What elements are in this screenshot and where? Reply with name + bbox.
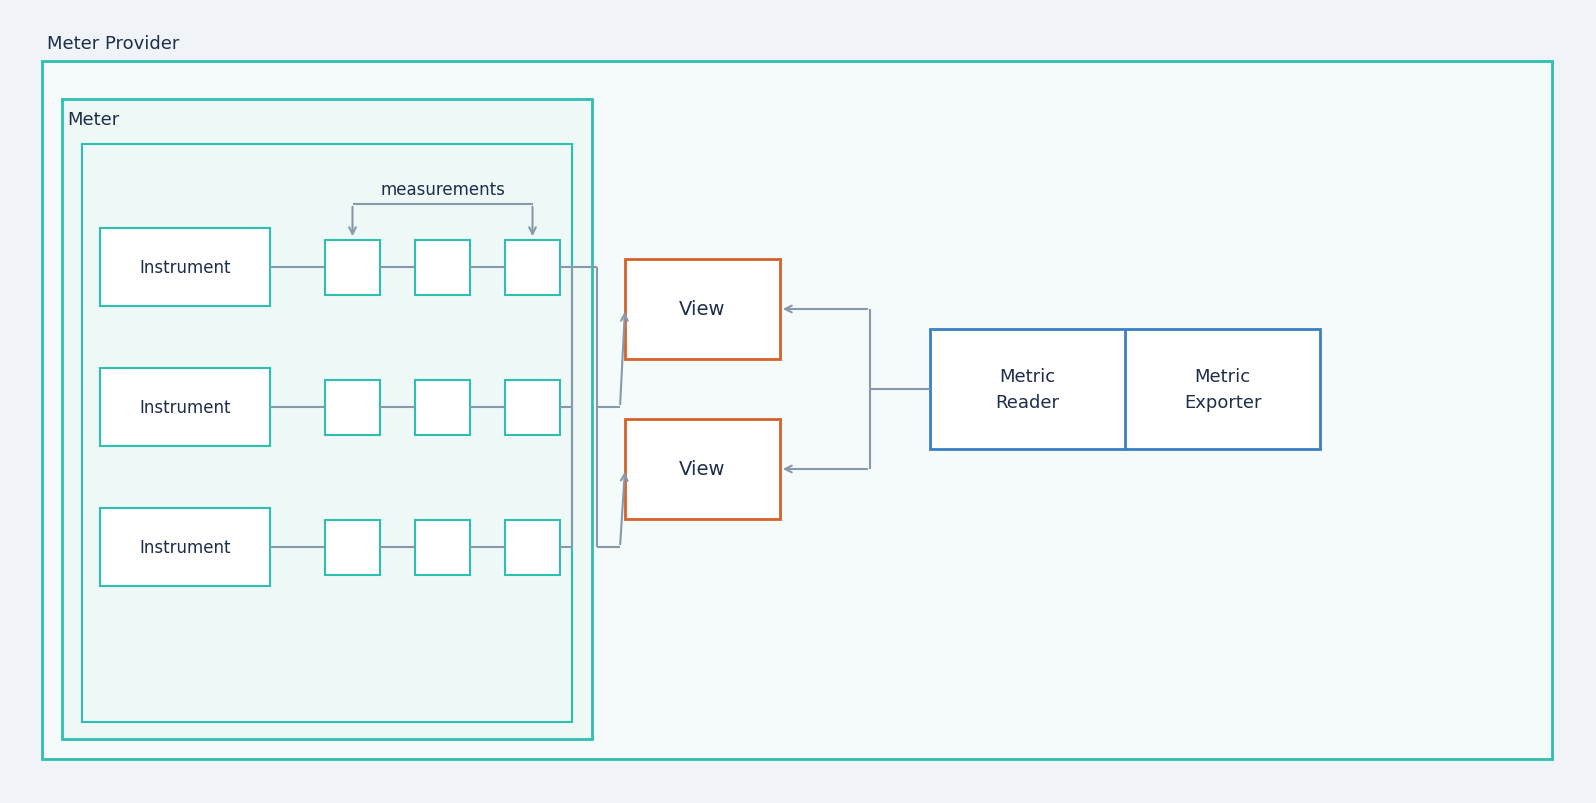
- Bar: [41, 62, 1551, 759]
- Text: Instrument: Instrument: [139, 398, 231, 417]
- Bar: [101, 508, 270, 586]
- Text: View: View: [680, 460, 726, 479]
- Bar: [326, 520, 380, 575]
- Bar: [626, 259, 780, 360]
- Bar: [326, 241, 380, 296]
- Bar: [504, 520, 560, 575]
- Bar: [62, 100, 592, 739]
- Bar: [504, 381, 560, 435]
- Bar: [504, 241, 560, 296]
- Bar: [415, 520, 469, 575]
- Bar: [101, 229, 270, 307]
- Text: Meter Provider: Meter Provider: [46, 35, 179, 53]
- Text: Meter: Meter: [67, 111, 120, 128]
- Text: Metric
Exporter: Metric Exporter: [1184, 367, 1261, 412]
- Text: Instrument: Instrument: [139, 259, 231, 277]
- Text: View: View: [680, 300, 726, 319]
- Bar: [930, 329, 1320, 450]
- Text: measurements: measurements: [380, 181, 504, 199]
- Text: Instrument: Instrument: [139, 538, 231, 556]
- Bar: [415, 241, 469, 296]
- Bar: [626, 419, 780, 520]
- Bar: [415, 381, 469, 435]
- Bar: [101, 369, 270, 446]
- Text: Metric
Reader: Metric Reader: [996, 367, 1060, 412]
- Bar: [326, 381, 380, 435]
- Bar: [81, 145, 571, 722]
